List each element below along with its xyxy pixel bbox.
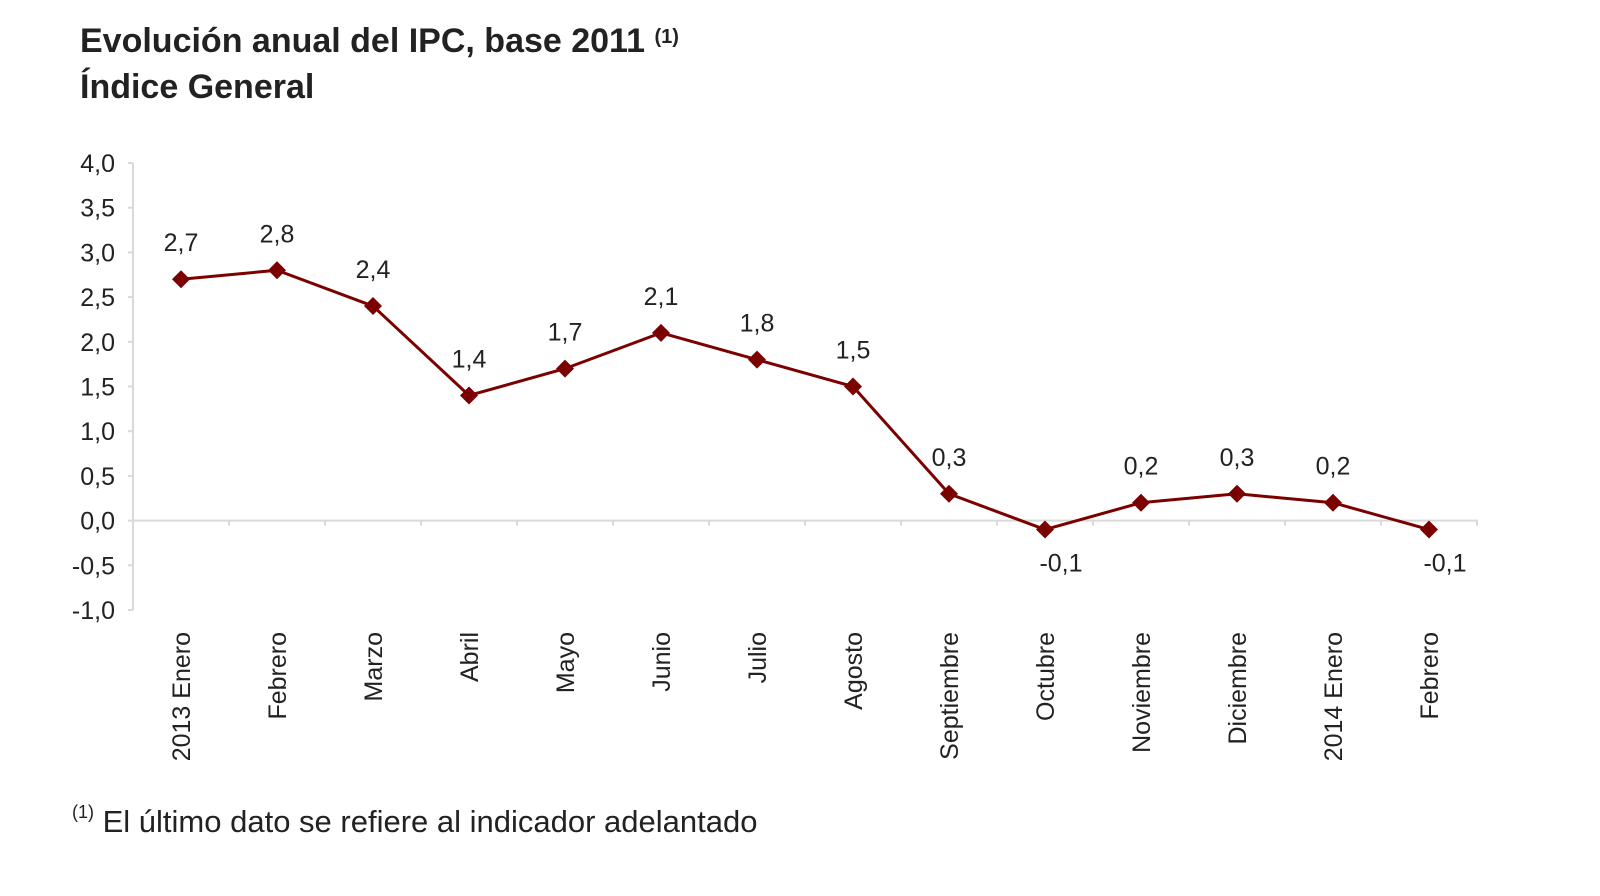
data-point-marker bbox=[556, 359, 574, 378]
data-point-marker bbox=[1132, 493, 1150, 512]
x-tick-label: Diciembre bbox=[1224, 632, 1252, 745]
chart-title-block: Evolución anual del IPC, base 2011 (1) Í… bbox=[80, 18, 679, 110]
y-tick-label: 3,0 bbox=[80, 239, 115, 267]
x-tick-label: 2013 Enero bbox=[168, 632, 196, 761]
x-tick-label: Mayo bbox=[552, 632, 580, 693]
y-tick-label: 2,0 bbox=[80, 329, 115, 357]
data-label: 2,7 bbox=[164, 229, 199, 257]
data-label: 2,4 bbox=[356, 256, 391, 284]
x-tick-label: Septiembre bbox=[936, 632, 964, 760]
footnote-marker: (1) bbox=[72, 802, 94, 822]
data-label: 1,7 bbox=[548, 319, 583, 347]
y-tick-label: -0,5 bbox=[72, 552, 115, 580]
data-point-marker bbox=[172, 270, 190, 289]
chart-title: Evolución anual del IPC, base 2011 bbox=[80, 22, 646, 60]
series-line bbox=[180, 268, 1430, 532]
x-tick-label: Noviembre bbox=[1128, 632, 1156, 753]
data-point-marker bbox=[1420, 520, 1438, 539]
footnote: (1) El último dato se refiere al indicad… bbox=[72, 802, 758, 840]
title-note-marker: (1) bbox=[654, 26, 679, 48]
data-point-marker bbox=[364, 297, 382, 316]
x-tick-label: Marzo bbox=[360, 632, 388, 701]
data-label: -0,1 bbox=[1423, 550, 1466, 578]
data-label: 1,8 bbox=[740, 310, 775, 338]
y-tick-label: 2,5 bbox=[80, 284, 115, 312]
x-tick-label: Febrero bbox=[1416, 632, 1444, 720]
y-tick-label: 1,0 bbox=[80, 418, 115, 446]
data-label: 0,3 bbox=[932, 444, 967, 472]
y-tick-label: 4,0 bbox=[80, 150, 115, 178]
data-label: 0,2 bbox=[1124, 453, 1159, 481]
footnote-text: El último dato se refiere al indicador a… bbox=[102, 804, 758, 839]
data-label: 2,8 bbox=[260, 220, 295, 248]
data-point-marker bbox=[652, 323, 670, 342]
data-label: 1,4 bbox=[452, 345, 487, 373]
data-label: 2,1 bbox=[644, 283, 679, 311]
data-point-marker bbox=[844, 377, 862, 396]
data-label: 0,3 bbox=[1220, 444, 1255, 472]
data-point-marker bbox=[940, 484, 958, 503]
data-label: 0,2 bbox=[1316, 453, 1351, 481]
data-point-marker bbox=[1228, 484, 1246, 503]
data-point-marker bbox=[1324, 493, 1342, 512]
data-point-marker bbox=[268, 261, 286, 280]
y-tick-label: 1,5 bbox=[80, 374, 115, 402]
x-tick-label: 2014 Enero bbox=[1320, 632, 1348, 761]
data-label: -0,1 bbox=[1039, 550, 1082, 578]
x-tick-label: Julio bbox=[744, 632, 772, 683]
y-tick-label: 0,5 bbox=[80, 463, 115, 491]
y-tick-label: 3,5 bbox=[80, 195, 115, 223]
y-tick-label: 0,0 bbox=[80, 508, 115, 536]
data-point-marker bbox=[748, 350, 766, 369]
data-label: 1,5 bbox=[836, 337, 871, 365]
chart-subtitle: Índice General bbox=[80, 68, 315, 106]
x-tick-label: Octubre bbox=[1032, 632, 1060, 721]
x-tick-label: Febrero bbox=[264, 632, 292, 720]
x-tick-label: Abril bbox=[456, 632, 484, 682]
data-point-marker bbox=[460, 386, 478, 405]
x-tick-label: Junio bbox=[648, 632, 676, 692]
x-tick-label: Agosto bbox=[840, 632, 868, 710]
data-point-marker bbox=[1036, 520, 1054, 539]
y-tick-label: -1,0 bbox=[72, 597, 115, 625]
